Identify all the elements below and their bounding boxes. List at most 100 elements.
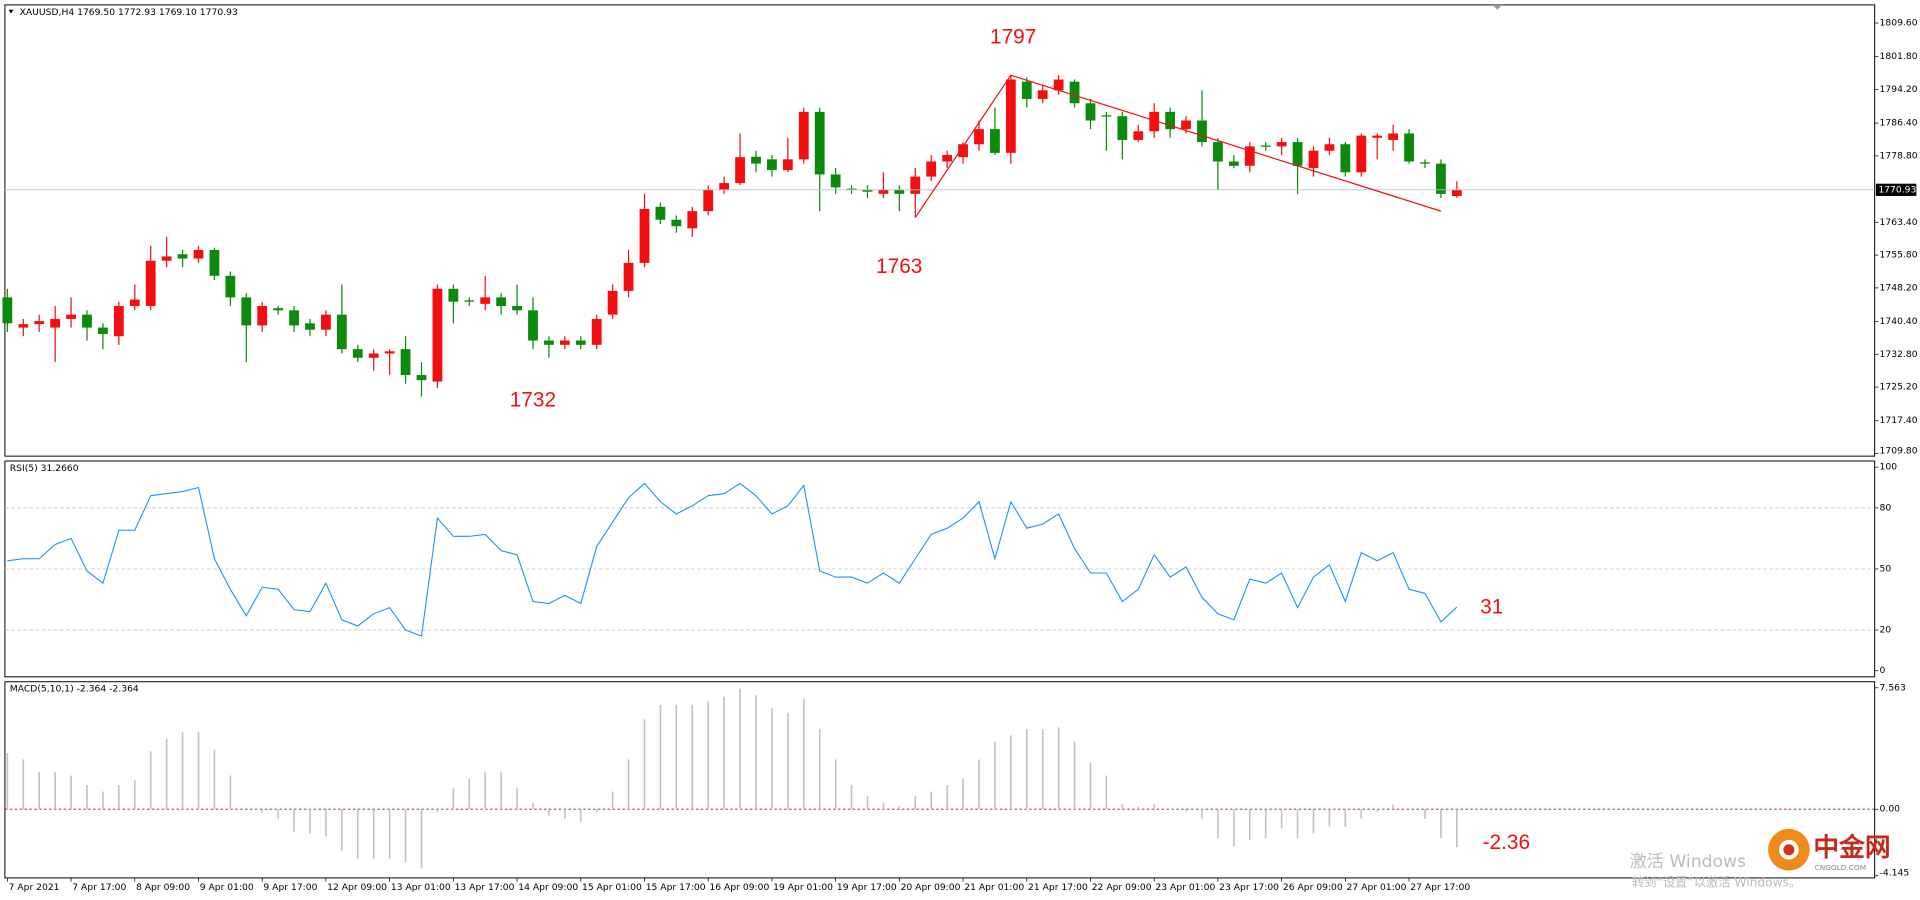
x-tick-label: 16 Apr 09:00 (709, 882, 769, 893)
logo-site: CNGOLD.COM (1815, 863, 1866, 872)
candle-body (34, 321, 45, 325)
x-tick-label: 26 Apr 09:00 (1283, 882, 1343, 893)
y-tick-label: 50 (1880, 563, 1892, 574)
candle-body (193, 249, 204, 259)
candle-body (862, 189, 873, 192)
x-tick-label: 21 Apr 17:00 (1028, 882, 1088, 893)
x-tick-label: 19 Apr 01:00 (773, 882, 833, 893)
candle-body (1404, 133, 1414, 162)
candle-body (1372, 135, 1383, 138)
candle-body (241, 297, 252, 326)
candle-body (1436, 163, 1446, 194)
candle-body (289, 310, 299, 326)
candle-body (846, 188, 857, 190)
candle-body (798, 111, 809, 160)
menu-arrow[interactable] (8, 9, 14, 14)
candle-body (1388, 133, 1399, 140)
candle-body (113, 306, 124, 337)
candle-body (384, 351, 395, 354)
x-tick-label: 9 Apr 01:00 (200, 882, 254, 893)
candle-body (719, 183, 730, 190)
candle-body (336, 314, 347, 350)
y-tick-label: -4.145 (1880, 868, 1910, 879)
candle-body (416, 375, 427, 381)
y-tick-label: 0 (1880, 665, 1886, 676)
candle-body (735, 157, 745, 184)
y-tick-label: 1755.80 (1880, 250, 1918, 261)
x-tick-label: 21 Apr 01:00 (964, 882, 1024, 893)
candle-body (544, 340, 554, 345)
candle-body (1276, 142, 1287, 147)
candle-body (703, 189, 714, 212)
candle-body (50, 318, 61, 328)
last-price-label: 1770.93 (1878, 184, 1916, 195)
candle-body (894, 189, 905, 194)
candle-body (1244, 146, 1255, 166)
candle-body (1213, 142, 1223, 162)
candle-body (751, 156, 761, 164)
candle-body (671, 219, 682, 227)
y-tick-label: 7.563 (1880, 682, 1906, 693)
candle-body (958, 144, 968, 158)
candle-body (910, 176, 921, 194)
candle-body (878, 189, 889, 194)
candle-body (18, 324, 29, 328)
candle-body (82, 314, 92, 328)
y-tick-label: 1778.80 (1880, 150, 1918, 161)
candle-body (464, 300, 475, 302)
candle-body (177, 254, 188, 259)
annotation: -2.36 (1483, 831, 1530, 854)
candle-body (1037, 90, 1048, 99)
main-panel (4, 4, 1876, 457)
candle-body (145, 260, 156, 307)
y-tick-label: 1809.60 (1880, 18, 1918, 29)
last-price-box (1875, 183, 1917, 196)
rsi-line (7, 482, 1458, 637)
candle-body (66, 314, 76, 319)
x-tick-label: 15 Apr 17:00 (646, 882, 706, 893)
candle-body (1053, 79, 1064, 91)
y-tick-label: 100 (1880, 462, 1898, 473)
y-tick-label: 1717.40 (1880, 415, 1918, 426)
x-tick-label: 13 Apr 17:00 (455, 882, 515, 893)
x-tick-label: 23 Apr 01:00 (1155, 882, 1215, 893)
x-tick-label: 20 Apr 09:00 (901, 882, 961, 893)
candle-body (209, 249, 220, 276)
y-tick-label: 1709.80 (1880, 446, 1918, 457)
candle-body (926, 161, 937, 177)
panel-title: RSI(5) 31.2660 (10, 463, 79, 474)
x-tick-label: 9 Apr 17:00 (263, 882, 317, 893)
y-tick-label: 1763.40 (1880, 217, 1918, 228)
candle-body (273, 308, 284, 311)
candle-body (528, 310, 538, 341)
candle-body (1324, 144, 1335, 151)
panel-title: XAUUSD,H4 1769.50 1772.93 1769.10 1770.9… (20, 7, 238, 18)
candle-body (1228, 161, 1239, 166)
candle-body (1260, 145, 1271, 147)
candle-body (1308, 150, 1319, 168)
x-tick-label: 14 Apr 09:00 (518, 882, 578, 893)
candle-body (782, 159, 793, 171)
candle-body (225, 275, 236, 298)
candle-body (1340, 144, 1351, 173)
y-tick-label: 0.00 (1880, 804, 1901, 815)
x-tick-label: 19 Apr 17:00 (837, 882, 897, 893)
candle-body (767, 159, 777, 171)
candle-body (1292, 142, 1303, 166)
candle-body (480, 297, 491, 304)
candle-body (814, 111, 825, 175)
candle-body (368, 353, 379, 358)
candle-body (1356, 135, 1367, 173)
candle-body (1005, 79, 1016, 153)
candle-body (496, 297, 507, 307)
candle-body (1420, 162, 1430, 164)
candle-body (639, 208, 650, 263)
shift-marker (1492, 4, 1503, 10)
trend-line (914, 74, 1442, 218)
candle-body (1451, 189, 1462, 197)
y-tick-label: 1725.20 (1880, 382, 1918, 393)
candle-body (400, 349, 411, 376)
candle-body (98, 327, 108, 335)
candle-body (655, 206, 666, 220)
